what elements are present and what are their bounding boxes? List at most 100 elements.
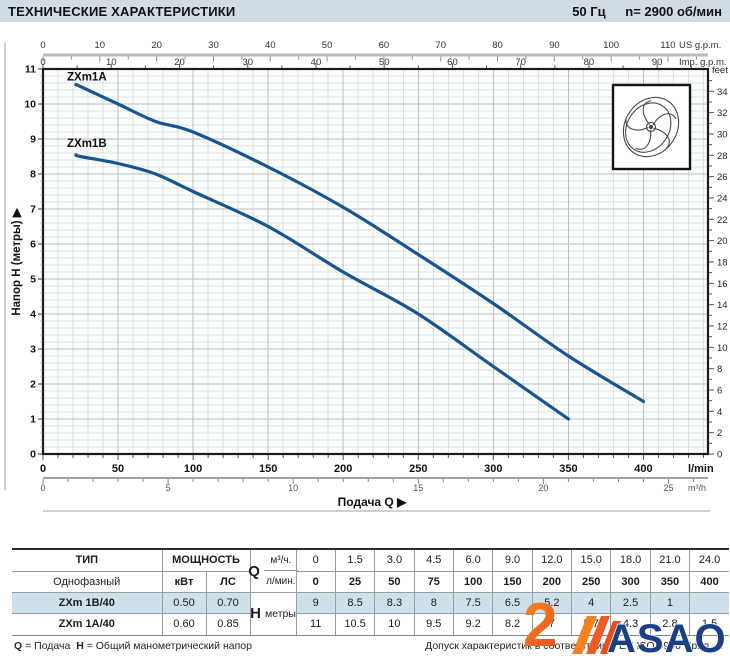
curve-zxm1a xyxy=(74,82,646,404)
axis-tick-label: 0 xyxy=(30,449,36,461)
pump-type: ZXm 1A/40 xyxy=(11,613,163,635)
header-specs: 50 Гц n= 2900 об/мин xyxy=(556,4,722,19)
table-value-cell: 18.0 xyxy=(610,549,651,572)
axis-tick-label: 80 xyxy=(492,40,503,51)
kw-value: 0.50 xyxy=(161,592,207,614)
axis-tick-label: 110 xyxy=(660,40,675,51)
axis-tick-label: 5 xyxy=(166,483,171,493)
axis-tick-label: 9 xyxy=(30,134,36,146)
table-value-cell: 4 xyxy=(571,592,612,614)
axis-tick-label: 34 xyxy=(717,87,728,98)
axis-tick-label: 2 xyxy=(717,428,722,439)
table-value-cell: 9.5 xyxy=(413,613,454,635)
axis-tick-label: 24 xyxy=(717,193,728,204)
table-value-cell: 100 xyxy=(452,570,494,594)
axis-tick-label: 16 xyxy=(717,279,728,290)
axis-tick-label: 7 xyxy=(30,204,36,216)
axis-tick-label: 100 xyxy=(184,463,202,475)
axis-tick-label: 10 xyxy=(717,343,728,354)
axis-tick-label: 300 xyxy=(484,463,502,475)
speed-value: n= 2900 об/мин xyxy=(625,3,722,19)
table-value-cell: 1 xyxy=(649,592,691,614)
power-header: МОЩНОСТЬ xyxy=(161,549,251,572)
axis-tick-label: 3 xyxy=(30,344,36,356)
footnotes: Q = Подача H = Общий манометрический нап… xyxy=(14,640,722,652)
h-unit: метры xyxy=(264,607,296,620)
table-value-cell: 10.5 xyxy=(334,613,376,635)
axis-tick-label: 0 xyxy=(40,57,45,68)
axis-tick-label: 22 xyxy=(717,215,728,226)
grid-minor xyxy=(43,69,708,454)
table-row-zxm1a: ZXm 1A/40 0.60 0.85 1110.5109.59.28.275.… xyxy=(11,613,730,635)
curve-label-zxm1a: ZXm1A xyxy=(67,72,107,84)
axis-m3h: 0 5 10 15 20 25 m³/h xyxy=(40,477,708,493)
table-value-cell: 6.0 xyxy=(452,549,494,572)
axis-tick-label: 0 xyxy=(40,40,45,51)
table-value-cell: 0 xyxy=(295,549,336,572)
axis-tick-label: 14 xyxy=(717,300,728,311)
performance-table-wrap: ТИП МОЩНОСТЬ Q м³/ч. л/мин. 0 1.5 3.0 4.5 6.… xyxy=(11,548,730,636)
table-value-cell: 9.2 xyxy=(452,613,494,635)
plot-area xyxy=(43,69,708,454)
x-axis-title: Подача Q ▶ xyxy=(338,495,407,509)
axis-tick-label: 5 xyxy=(30,274,36,286)
table-value-cell: 11 xyxy=(295,613,336,635)
axis-tick-label: 11 xyxy=(25,64,36,76)
axis-tick-label: 10 xyxy=(95,40,106,51)
axis-tick-label: 30 xyxy=(717,129,728,140)
table-value-cell: 0 xyxy=(295,570,336,594)
axis-unit-us-gpm: US g.p.m. xyxy=(679,40,721,51)
logo-stripes xyxy=(572,616,621,654)
axis-tick-label: 6 xyxy=(717,385,722,396)
table-value-cell: 15.0 xyxy=(571,549,612,572)
axis-tick-label: 400 xyxy=(634,463,652,475)
table-value-cell: 1.5 xyxy=(689,613,730,635)
axis-imp-gpm: 0 10 20 30 40 50 60 70 80 90 Imp. g.p.m. xyxy=(40,57,727,68)
axis-tick-label: 12 xyxy=(717,321,728,332)
axis-tick-label: 8 xyxy=(717,364,722,375)
axis-tick-label: 100 xyxy=(603,40,619,51)
table-header-row-2: Однофазный кВт ЛС 0 25 50 75 100 150 200 250 300… xyxy=(11,570,730,594)
table-value-cell: 250 xyxy=(571,570,612,594)
axis-tick-label: 20 xyxy=(538,483,548,493)
q-letter: Q xyxy=(248,562,260,580)
axis-tick-label: 250 xyxy=(409,463,427,475)
logo-2-mark: 2 xyxy=(523,591,557,656)
kw-value: 0.60 xyxy=(161,613,207,635)
plot-frame xyxy=(41,67,710,456)
q-unit-m3h: м³/ч. xyxy=(263,550,298,571)
table-value-cell: 21.0 xyxy=(649,549,691,572)
axis-unit-lmin: l/min xyxy=(688,463,714,475)
table-value-cell: 4.3 xyxy=(610,613,651,635)
phase-label: Однофазный xyxy=(11,570,163,594)
axis-tick-label: 90 xyxy=(652,57,663,68)
table-value-cell: 150 xyxy=(492,570,533,594)
table-value-cell: 9 xyxy=(295,592,336,614)
axis-tick-label: 10 xyxy=(24,99,36,111)
axis-tick-label: 350 xyxy=(559,463,577,475)
frequency-value: 50 Гц xyxy=(572,3,606,19)
performance-table: ТИП МОЩНОСТЬ Q м³/ч. л/мин. 0 1.5 3.0 4.5 6.… xyxy=(11,549,730,635)
hp-value: 0.70 xyxy=(205,592,251,614)
axis-tick-label: 1 xyxy=(30,414,36,426)
axis-unit-imp-gpm: Imp. g.p.m. xyxy=(679,57,727,68)
axis-tick-label: 26 xyxy=(717,172,728,183)
asao-logo: 2 ASAO xyxy=(523,591,726,656)
tolerance-note: Допуск характеристик в соответствии с EN… xyxy=(425,640,722,652)
axis-tick-label: 20 xyxy=(151,40,162,51)
table-value-cell: 400 xyxy=(689,570,730,594)
axis-tick-label: 70 xyxy=(435,40,446,51)
table-value-cell: 3.0 xyxy=(374,549,415,572)
table-value-cell: 6.5 xyxy=(492,592,533,614)
table-value-cell: 12.0 xyxy=(531,549,573,572)
table-value-cell: 300 xyxy=(610,570,651,594)
axis-tick-label: 70 xyxy=(515,57,526,68)
axis-us-gpm: 0 10 20 30 40 50 60 70 80 90 100 110 US g.p.m. xyxy=(40,40,721,62)
table-value-cell: 75 xyxy=(413,570,454,594)
axis-tick-label: 4 xyxy=(717,407,722,418)
pump-type: ZXm 1B/40 xyxy=(11,592,163,614)
table-value-cell: 7 xyxy=(531,613,573,635)
q-unit-lmin: л/мин. xyxy=(266,576,296,587)
header-bar: ТЕХНИЧЕСКИЕ ХАРАКТЕРИСТИКИ 50 Гц n= 2900… xyxy=(0,0,730,22)
